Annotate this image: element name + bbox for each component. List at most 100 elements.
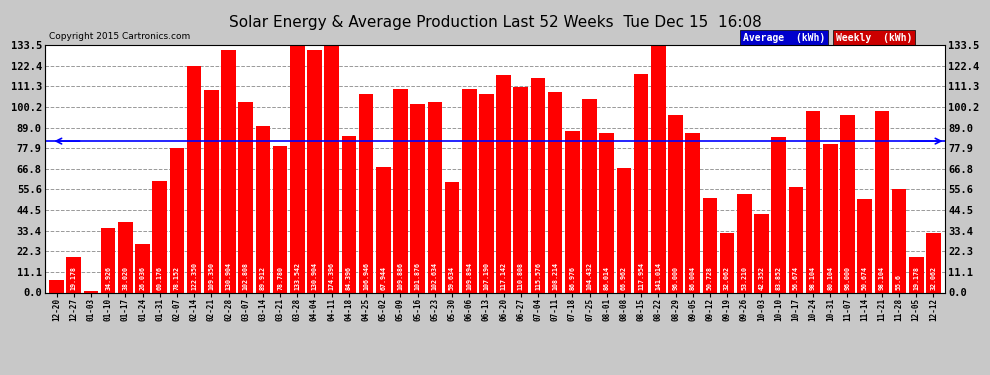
Bar	[874, 111, 889, 292]
Bar	[617, 168, 632, 292]
Text: 50.728: 50.728	[707, 266, 713, 290]
Text: 117.954: 117.954	[639, 262, 644, 290]
Text: 122.350: 122.350	[191, 262, 197, 290]
Text: 102.634: 102.634	[432, 262, 438, 290]
Text: 19.178: 19.178	[70, 266, 77, 290]
Text: 102.808: 102.808	[243, 262, 248, 290]
Text: 106.946: 106.946	[363, 262, 369, 290]
Text: 130.904: 130.904	[226, 262, 232, 290]
Bar	[479, 94, 494, 292]
Bar	[547, 92, 562, 292]
Text: 19.178: 19.178	[913, 266, 920, 290]
Bar	[204, 90, 219, 292]
Text: 67.944: 67.944	[380, 266, 386, 290]
Bar	[273, 147, 287, 292]
Bar	[84, 291, 98, 292]
Bar	[393, 89, 408, 292]
Bar	[806, 111, 821, 292]
Text: 130.904: 130.904	[312, 262, 318, 290]
Bar	[771, 137, 786, 292]
Bar	[892, 189, 906, 292]
Text: 26.036: 26.036	[140, 266, 146, 290]
Bar	[737, 194, 751, 292]
Text: 104.432: 104.432	[586, 262, 593, 290]
Text: 55.6: 55.6	[896, 274, 902, 290]
Text: Solar Energy & Average Production Last 52 Weeks  Tue Dec 15  16:08: Solar Energy & Average Production Last 5…	[229, 15, 761, 30]
Bar	[290, 45, 305, 292]
Text: 109.894: 109.894	[466, 262, 472, 290]
Bar	[118, 222, 133, 292]
Bar	[668, 114, 683, 292]
Text: 38.020: 38.020	[123, 266, 129, 290]
Text: Average  (kWh): Average (kWh)	[742, 33, 825, 42]
Text: 117.142: 117.142	[501, 262, 507, 290]
Text: 83.852: 83.852	[776, 266, 782, 290]
Text: 108.214: 108.214	[552, 262, 558, 290]
Bar	[823, 144, 838, 292]
Text: 109.350: 109.350	[208, 262, 214, 290]
Text: 59.634: 59.634	[449, 266, 455, 290]
Bar	[410, 104, 425, 292]
Text: 141.014: 141.014	[655, 262, 661, 290]
Text: Weekly  (kWh): Weekly (kWh)	[836, 33, 912, 42]
Text: 53.210: 53.210	[742, 266, 747, 290]
Bar	[926, 233, 940, 292]
Text: 109.886: 109.886	[397, 262, 404, 290]
Bar	[136, 244, 149, 292]
Bar	[565, 131, 580, 292]
Bar	[531, 78, 545, 292]
Bar	[66, 257, 81, 292]
Bar	[720, 233, 735, 292]
Text: Copyright 2015 Cartronics.com: Copyright 2015 Cartronics.com	[50, 32, 190, 41]
Text: 98.104: 98.104	[810, 266, 816, 290]
Text: 98.104: 98.104	[879, 266, 885, 290]
Bar	[325, 45, 339, 292]
Bar	[255, 126, 270, 292]
Text: 78.780: 78.780	[277, 266, 283, 290]
Bar	[651, 45, 665, 292]
Bar	[582, 99, 597, 292]
Bar	[221, 50, 236, 292]
Text: 34.926: 34.926	[105, 266, 111, 290]
Text: 50.674: 50.674	[861, 266, 867, 290]
Text: 101.876: 101.876	[415, 262, 421, 290]
Bar	[685, 133, 700, 292]
Bar	[342, 136, 356, 292]
Text: 80.104: 80.104	[828, 266, 834, 290]
Text: 42.352: 42.352	[758, 266, 764, 290]
Text: 96.000: 96.000	[844, 266, 850, 290]
Bar	[703, 198, 717, 292]
Bar	[152, 181, 167, 292]
Bar	[496, 75, 511, 292]
Text: 86.976: 86.976	[569, 266, 575, 290]
Bar	[857, 198, 872, 292]
Bar	[376, 166, 390, 292]
Bar	[101, 228, 116, 292]
Bar	[789, 188, 803, 292]
Text: 86.014: 86.014	[604, 266, 610, 290]
Bar	[841, 114, 854, 292]
Bar	[358, 94, 373, 292]
Text: 56.674: 56.674	[793, 266, 799, 290]
Text: 32.062: 32.062	[724, 266, 730, 290]
Bar	[169, 148, 184, 292]
Text: 32.062: 32.062	[931, 266, 937, 290]
Bar	[445, 182, 459, 292]
Bar	[239, 102, 253, 292]
Bar	[634, 74, 648, 292]
Text: 115.576: 115.576	[535, 262, 541, 290]
Bar	[50, 280, 64, 292]
Bar	[754, 214, 769, 292]
Text: 60.176: 60.176	[156, 266, 162, 290]
Text: 174.396: 174.396	[329, 262, 335, 290]
Text: 89.912: 89.912	[260, 266, 266, 290]
Text: 78.152: 78.152	[174, 266, 180, 290]
Bar	[462, 89, 476, 292]
Text: 96.000: 96.000	[672, 266, 678, 290]
Bar	[428, 102, 443, 292]
Bar	[514, 87, 528, 292]
Text: 133.542: 133.542	[294, 262, 300, 290]
Text: 66.962: 66.962	[621, 266, 627, 290]
Text: 107.190: 107.190	[483, 262, 489, 290]
Bar	[600, 133, 614, 292]
